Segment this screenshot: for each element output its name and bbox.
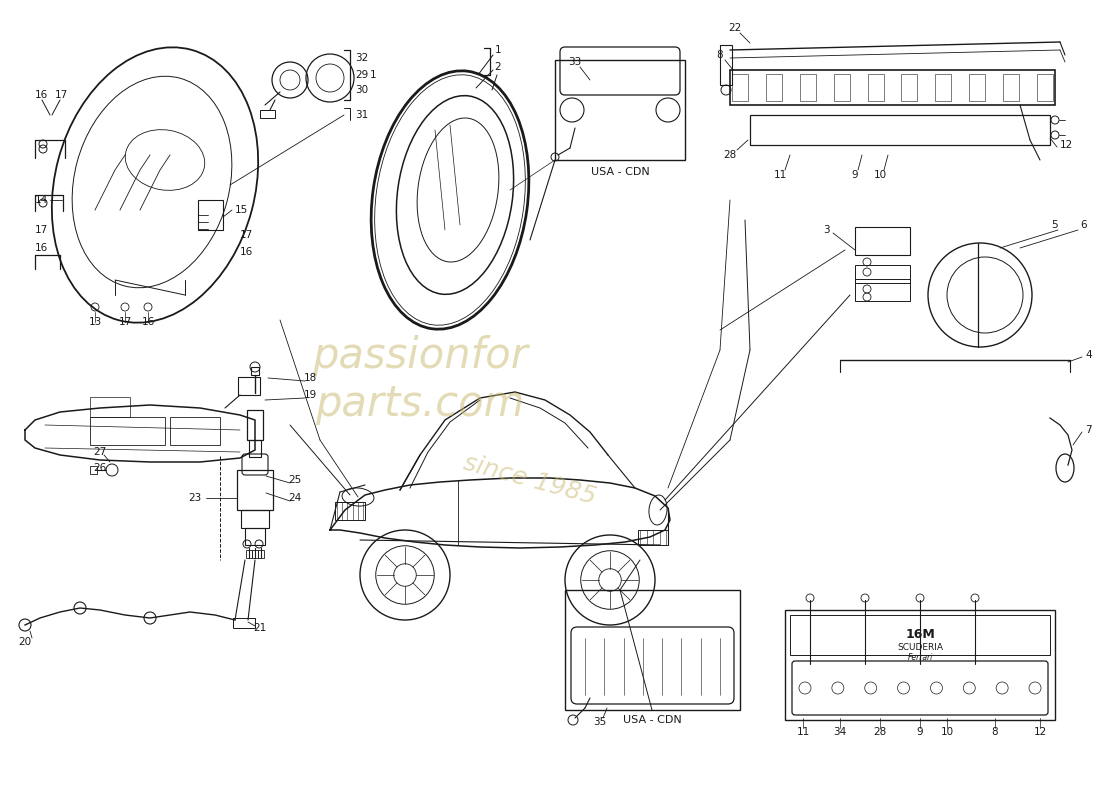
Bar <box>336 502 365 520</box>
Bar <box>969 74 986 101</box>
Text: 33: 33 <box>569 57 582 67</box>
Bar <box>246 550 252 558</box>
Text: 18: 18 <box>304 373 317 383</box>
Text: 13: 13 <box>88 317 101 327</box>
Text: 17: 17 <box>240 230 253 240</box>
Text: since 1985: since 1985 <box>461 450 600 510</box>
Text: 22: 22 <box>728 23 741 33</box>
Text: 29: 29 <box>355 70 368 80</box>
Text: 25: 25 <box>288 475 301 485</box>
Text: 1: 1 <box>370 70 376 80</box>
Text: 16: 16 <box>35 243 48 253</box>
Bar <box>238 377 260 395</box>
Text: 4: 4 <box>1085 350 1091 360</box>
Text: 5: 5 <box>1052 220 1058 230</box>
Text: Ferrari: Ferrari <box>908 653 933 662</box>
Text: USA - CDN: USA - CDN <box>623 715 681 725</box>
Bar <box>720 45 732 85</box>
Bar <box>730 70 1055 105</box>
Text: 3: 3 <box>824 225 830 235</box>
Text: 30: 30 <box>355 85 368 95</box>
Text: USA - CDN: USA - CDN <box>591 167 649 177</box>
Text: 9: 9 <box>851 170 858 180</box>
Bar <box>170 417 220 445</box>
Bar <box>855 265 910 283</box>
Bar <box>90 397 130 417</box>
Bar <box>750 115 1050 145</box>
Text: 15: 15 <box>235 205 249 215</box>
Bar <box>260 110 275 118</box>
Bar <box>90 466 97 474</box>
Bar <box>785 610 1055 720</box>
Text: 16M: 16M <box>905 629 935 642</box>
Text: 21: 21 <box>253 623 266 633</box>
Bar <box>766 74 782 101</box>
Text: 8: 8 <box>992 727 999 737</box>
Text: 32: 32 <box>355 53 368 63</box>
Bar <box>901 74 917 101</box>
Bar <box>732 74 748 101</box>
Text: 34: 34 <box>834 727 847 737</box>
Bar <box>565 590 740 710</box>
Text: 31: 31 <box>355 110 368 120</box>
Text: 17: 17 <box>55 90 68 100</box>
Text: SCUDERIA: SCUDERIA <box>896 642 943 651</box>
Text: 28: 28 <box>724 150 737 160</box>
Text: 20: 20 <box>19 637 32 647</box>
Bar <box>855 279 910 301</box>
Bar <box>790 615 1050 655</box>
Text: 27: 27 <box>94 447 107 457</box>
Text: 11: 11 <box>773 170 786 180</box>
Text: 11: 11 <box>796 727 810 737</box>
Bar <box>1037 74 1053 101</box>
Bar <box>834 74 849 101</box>
Text: 8: 8 <box>717 50 724 60</box>
Text: 10: 10 <box>940 727 954 737</box>
Text: 17: 17 <box>119 317 132 327</box>
Text: 19: 19 <box>304 390 317 400</box>
Bar <box>251 367 258 375</box>
Text: 16: 16 <box>240 247 253 257</box>
Text: 16: 16 <box>142 317 155 327</box>
Text: 26: 26 <box>94 463 107 473</box>
Bar <box>248 410 263 440</box>
Text: 9: 9 <box>916 727 923 737</box>
Bar <box>241 510 270 528</box>
Bar <box>935 74 952 101</box>
Bar <box>800 74 816 101</box>
Text: 28: 28 <box>873 727 887 737</box>
Text: 12: 12 <box>1060 140 1074 150</box>
Text: 1: 1 <box>495 45 502 55</box>
Text: 10: 10 <box>873 170 887 180</box>
Text: 12: 12 <box>1033 727 1046 737</box>
Bar <box>245 528 265 545</box>
Bar <box>868 74 883 101</box>
Bar <box>556 60 685 160</box>
Text: 23: 23 <box>188 493 201 503</box>
Text: 35: 35 <box>593 717 606 727</box>
Bar <box>252 550 258 558</box>
Text: 24: 24 <box>288 493 301 503</box>
Bar <box>233 618 255 628</box>
Bar <box>258 550 264 558</box>
Text: 2: 2 <box>495 62 502 72</box>
Bar <box>236 470 273 510</box>
Bar <box>249 440 261 457</box>
Text: passionfor
parts.com: passionfor parts.com <box>312 334 528 426</box>
Bar <box>198 200 223 230</box>
Bar <box>638 530 668 545</box>
Bar <box>1003 74 1019 101</box>
Bar <box>90 417 165 445</box>
Text: 17: 17 <box>35 225 48 235</box>
Text: 16: 16 <box>35 90 48 100</box>
Bar <box>855 227 910 255</box>
Text: 7: 7 <box>1085 425 1091 435</box>
Text: 14: 14 <box>35 195 48 205</box>
Text: 6: 6 <box>1080 220 1087 230</box>
